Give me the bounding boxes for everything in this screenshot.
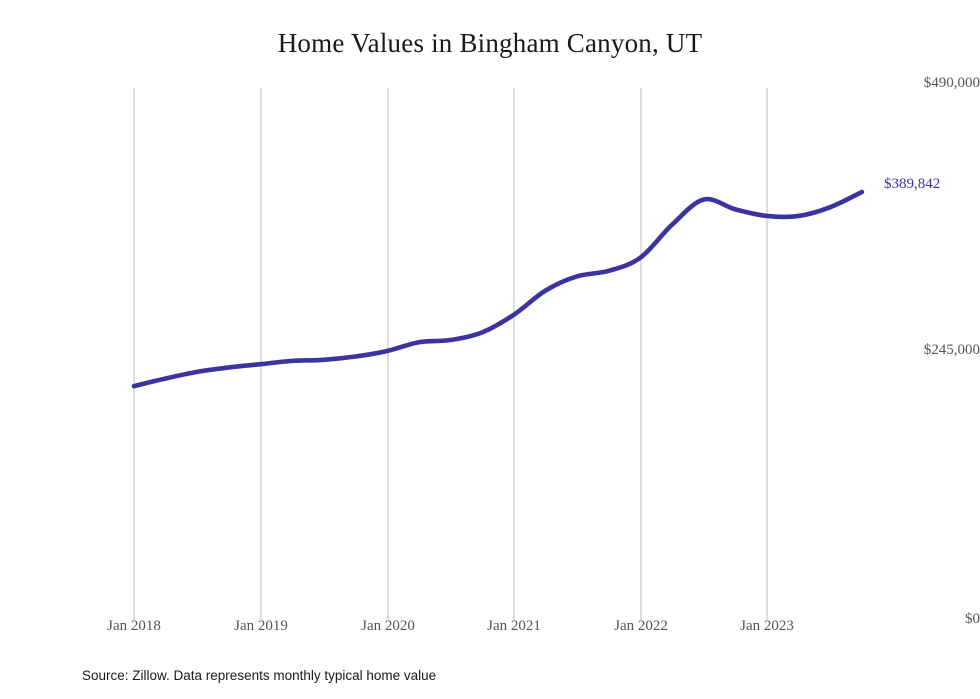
x-axis-tick-label-jan-2020: Jan 2020: [361, 618, 415, 634]
end-value-annotation: $389,842: [884, 176, 941, 192]
x-axis-tick-label-jan-2019: Jan 2019: [234, 618, 288, 634]
y-axis-tick-label-0: $0: [965, 611, 980, 627]
x-axis-tick-label-jan-2022: Jan 2022: [614, 618, 668, 634]
source-note: Source: Zillow. Data represents monthly …: [82, 668, 437, 683]
home-value-line-series: [131, 189, 865, 389]
x-axis-tick-label-jan-2023: Jan 2023: [740, 618, 794, 634]
vertical-gridlines: [133, 88, 768, 620]
y-axis-tick-label-490000: $490,000: [923, 75, 980, 91]
y-axis-tick-label-245000: $245,000: [923, 342, 980, 358]
chart-title: Home Values in Bingham Canyon, UT: [277, 28, 703, 58]
x-axis-tick-label-jan-2021: Jan 2021: [487, 618, 541, 634]
x-axis-tick-label-jan-2018: Jan 2018: [107, 618, 161, 634]
